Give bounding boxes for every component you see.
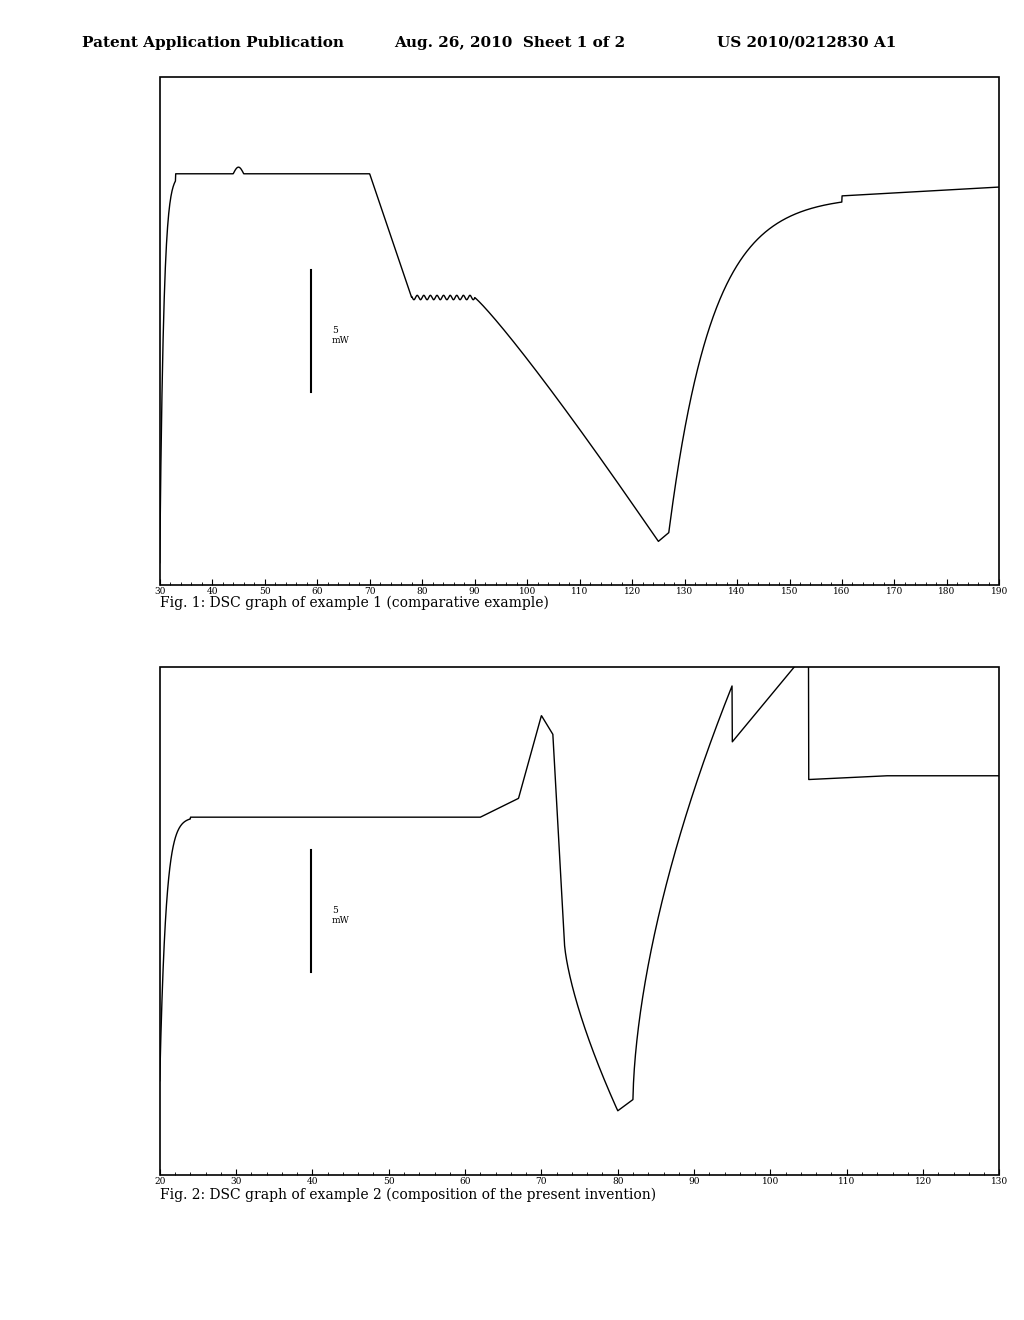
Text: Fig. 2: DSC graph of example 2 (composition of the present invention): Fig. 2: DSC graph of example 2 (composit… xyxy=(160,1188,655,1203)
Text: Fig. 1: DSC graph of example 1 (comparative example): Fig. 1: DSC graph of example 1 (comparat… xyxy=(160,595,549,610)
Text: Aug. 26, 2010  Sheet 1 of 2: Aug. 26, 2010 Sheet 1 of 2 xyxy=(394,36,626,50)
Text: US 2010/0212830 A1: US 2010/0212830 A1 xyxy=(717,36,896,50)
Text: Patent Application Publication: Patent Application Publication xyxy=(82,36,344,50)
Text: 5
mW: 5 mW xyxy=(332,326,350,346)
Bar xyxy=(160,667,999,1175)
Text: 5
mW: 5 mW xyxy=(332,906,350,925)
Bar xyxy=(160,77,999,585)
